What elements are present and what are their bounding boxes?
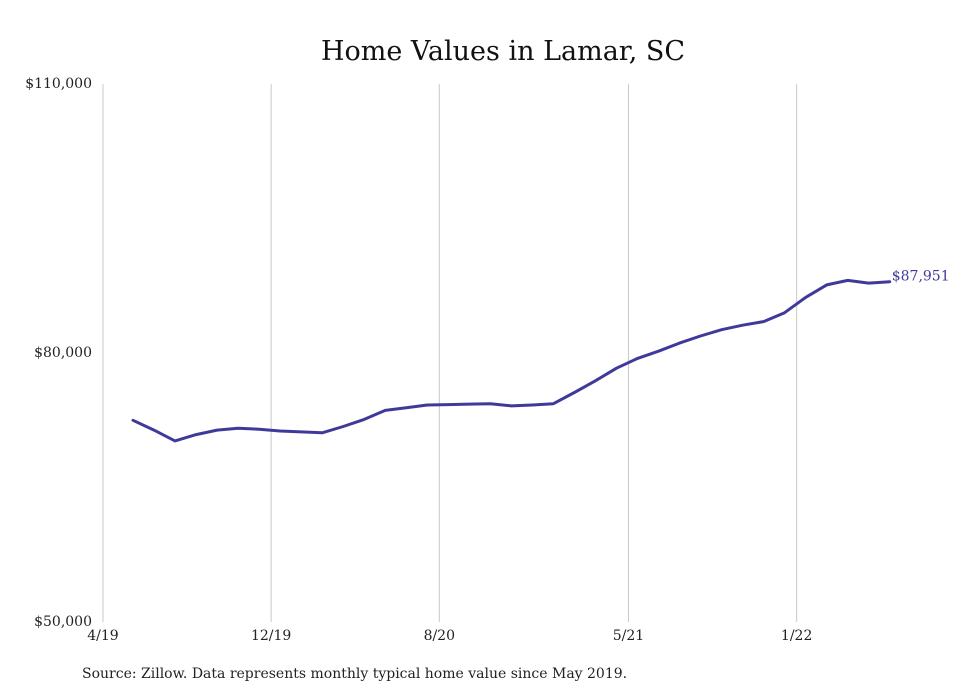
- x-tick-label: 8/20: [424, 628, 455, 644]
- x-tick-label: 5/21: [613, 628, 644, 644]
- chart-title: Home Values in Lamar, SC: [321, 36, 685, 67]
- y-tick-label: $110,000: [25, 76, 92, 92]
- x-tick-label: 12/19: [251, 628, 291, 644]
- x-tick-label: 4/19: [87, 628, 118, 644]
- source-note: Source: Zillow. Data represents monthly …: [82, 666, 628, 682]
- end-value-label: $87,951: [892, 269, 950, 285]
- y-tick-label: $50,000: [34, 614, 92, 630]
- series-group: [131, 278, 892, 443]
- x-tick-label: 1/22: [781, 628, 812, 644]
- gridlines: [102, 84, 798, 622]
- y-tick-label: $80,000: [34, 345, 92, 361]
- x-axis-ticks: 4/19 12/19 8/20 5/21 1/22: [87, 628, 812, 644]
- home-value-line: [131, 278, 892, 443]
- y-axis-ticks: $110,000 $80,000 $50,000: [25, 76, 92, 630]
